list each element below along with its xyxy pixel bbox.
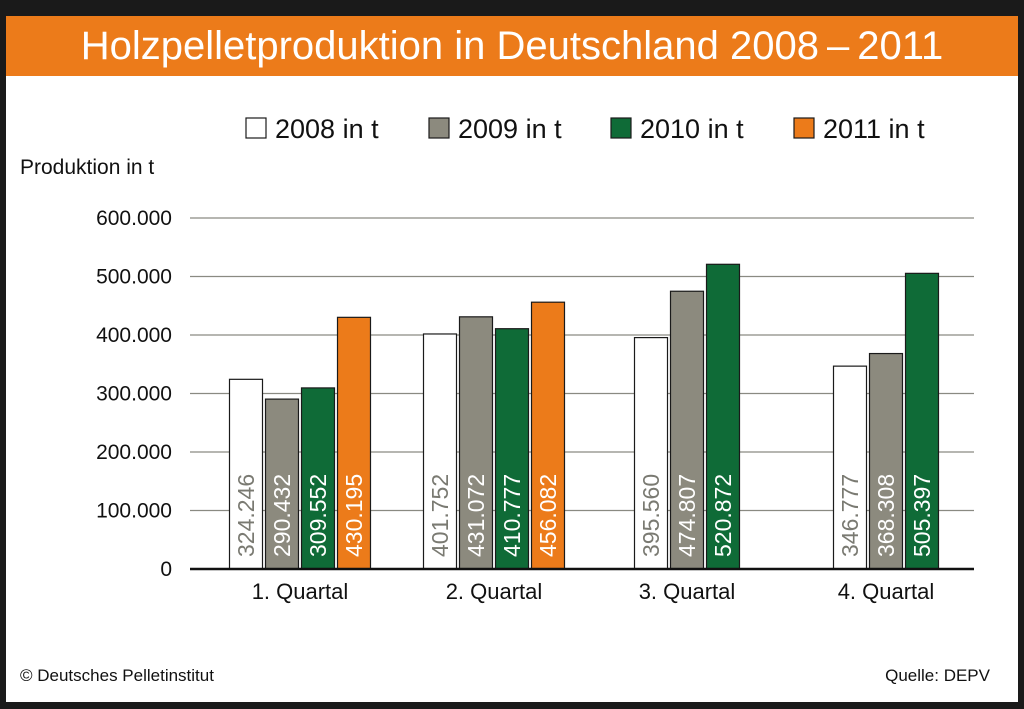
legend-label: 2010 in t	[640, 114, 744, 144]
bar	[705, 263, 741, 570]
y-tick-label: 200.000	[96, 441, 172, 464]
bar-value-label: 309.552	[305, 474, 331, 557]
bar	[832, 365, 868, 570]
bar	[530, 301, 566, 570]
bar-value-label: 505.397	[909, 474, 935, 557]
title-bar: Holzpelletproduktion in Deutschland 2008…	[6, 16, 1018, 76]
x-category-label: 1. Quartal	[252, 579, 349, 604]
chart-title: Holzpelletproduktion in Deutschland 2008…	[80, 23, 944, 68]
bar-value-label: 456.082	[535, 474, 561, 557]
bar-value-label: 324.246	[233, 474, 259, 557]
legend-swatch	[245, 117, 267, 139]
legend-swatch	[610, 117, 632, 139]
bar-chart: Produktion in t 0 100.000 200.000 300.000 400…	[20, 114, 974, 604]
y-tick-label: 100.000	[96, 500, 172, 523]
y-tick-label: 0	[160, 558, 172, 581]
bar-value-label: 290.432	[269, 474, 295, 557]
bar-value-label: 346.777	[837, 474, 863, 557]
copyright-text: © Deutsches Pelletinstitut	[20, 666, 214, 685]
y-tick-label: 500.000	[96, 266, 172, 289]
bar	[264, 398, 300, 570]
bar	[228, 378, 264, 570]
bar-value-label: 431.072	[463, 474, 489, 557]
x-category-label: 3. Quartal	[639, 579, 736, 604]
legend-label: 2008 in t	[275, 114, 379, 144]
x-category-label: 4. Quartal	[838, 579, 935, 604]
bar-value-label: 395.560	[638, 474, 664, 557]
legend-swatch	[793, 117, 815, 139]
legend-swatch	[428, 117, 450, 139]
bar-value-label: 368.308	[873, 474, 899, 557]
bar	[669, 290, 705, 570]
chart-frame: Holzpelletproduktion in Deutschland 2008…	[6, 16, 1018, 702]
y-tick-label: 300.000	[96, 383, 172, 406]
legend-label: 2009 in t	[458, 114, 562, 144]
y-axis-label: Produktion in t	[20, 156, 154, 179]
bar-value-label: 401.752	[427, 474, 453, 557]
bar-value-label: 520.872	[710, 474, 736, 557]
bar-value-label: 410.777	[499, 474, 525, 557]
source-text: Quelle: DEPV	[885, 666, 990, 685]
bar	[494, 328, 530, 570]
x-category-label: 2. Quartal	[446, 579, 543, 604]
y-tick-label: 600.000	[96, 207, 172, 230]
bar-value-label: 430.195	[341, 474, 367, 557]
bar	[336, 316, 372, 570]
y-tick-label: 400.000	[96, 324, 172, 347]
bar-value-label: 474.807	[674, 474, 700, 557]
bar	[633, 336, 669, 570]
legend-label: 2011 in t	[823, 114, 925, 144]
